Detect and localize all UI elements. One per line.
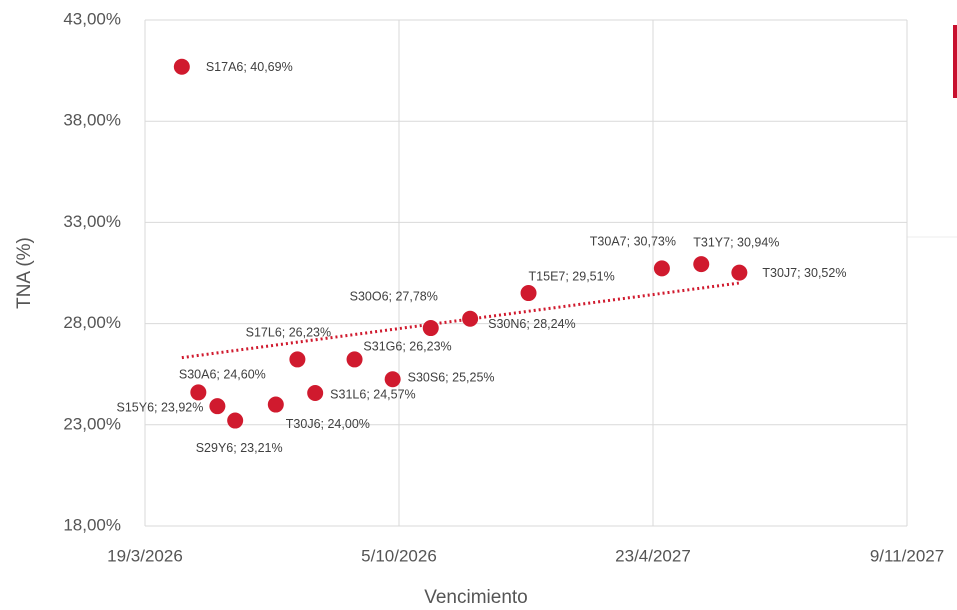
point (731, 264, 748, 281)
point (307, 385, 324, 402)
y-axis-title: TNA (%) (14, 237, 35, 309)
point (289, 351, 306, 368)
point-label: T15E7; 29,51% (529, 269, 615, 283)
point (346, 351, 363, 368)
point-label: S31G6; 26,23% (363, 340, 451, 354)
point (190, 384, 207, 401)
point-label: T30A7; 30,73% (590, 235, 676, 249)
point-label: T30J7; 30,52% (762, 266, 846, 280)
point (693, 256, 710, 273)
point-label: S17L6; 26,23% (246, 326, 332, 340)
x-tick-label: 19/3/2026 (107, 546, 183, 565)
point (520, 285, 537, 302)
point-label: S31L6; 24,57% (330, 387, 416, 401)
point-label: S15Y6; 23,92% (117, 400, 204, 414)
point-label: T31Y7; 30,94% (693, 235, 779, 249)
y-tick-label: 33,00% (63, 212, 121, 231)
point-label: S30S6; 25,25% (408, 371, 495, 385)
point (653, 260, 670, 277)
x-axis-title: Vencimiento (424, 587, 528, 608)
point (267, 396, 284, 413)
point (209, 398, 226, 415)
point (462, 310, 479, 327)
y-tick-label: 43,00% (63, 9, 121, 28)
y-tick-label: 38,00% (63, 111, 121, 130)
edge-accent (953, 25, 957, 98)
point (384, 371, 401, 388)
y-tick-label: 18,00% (63, 515, 121, 534)
y-tick-label: 23,00% (63, 414, 121, 433)
point-label: S29Y6; 23,21% (196, 441, 283, 455)
x-tick-label: 23/4/2027 (615, 546, 691, 565)
trendline (181, 281, 740, 360)
x-tick-label: 5/10/2026 (361, 546, 437, 565)
y-tick-label: 28,00% (63, 313, 121, 332)
point-label: S30A6; 24,60% (179, 368, 266, 382)
point (227, 412, 244, 429)
point-label: S30O6; 27,78% (350, 289, 438, 303)
x-tick-label: 9/11/2027 (870, 546, 944, 565)
point (173, 58, 190, 75)
point-label: T30J6; 24,00% (286, 417, 370, 431)
point-label: S17A6; 40,69% (206, 60, 293, 74)
point-label: S30N6; 28,24% (488, 317, 576, 331)
point (422, 320, 439, 337)
